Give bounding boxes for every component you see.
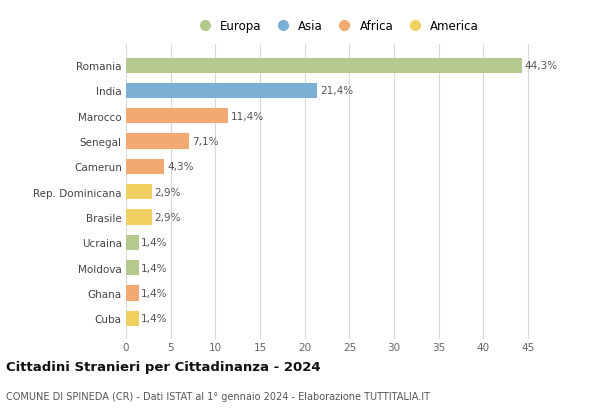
- Text: 1,4%: 1,4%: [141, 314, 167, 324]
- Text: COMUNE DI SPINEDA (CR) - Dati ISTAT al 1° gennaio 2024 - Elaborazione TUTTITALIA: COMUNE DI SPINEDA (CR) - Dati ISTAT al 1…: [6, 391, 430, 401]
- Bar: [126, 109, 228, 124]
- Text: 1,4%: 1,4%: [141, 263, 167, 273]
- Bar: [126, 210, 152, 225]
- Bar: [126, 83, 317, 99]
- Text: Cittadini Stranieri per Cittadinanza - 2024: Cittadini Stranieri per Cittadinanza - 2…: [6, 360, 320, 373]
- Text: 1,4%: 1,4%: [141, 288, 167, 298]
- Legend: Europa, Asia, Africa, America: Europa, Asia, Africa, America: [188, 16, 484, 38]
- Bar: [126, 184, 152, 200]
- Bar: [126, 160, 164, 175]
- Text: 2,9%: 2,9%: [155, 187, 181, 197]
- Bar: [126, 134, 190, 149]
- Bar: [126, 285, 139, 301]
- Text: 1,4%: 1,4%: [141, 238, 167, 248]
- Text: 21,4%: 21,4%: [320, 86, 353, 96]
- Bar: [126, 261, 139, 276]
- Bar: [126, 58, 522, 74]
- Bar: [126, 311, 139, 326]
- Text: 44,3%: 44,3%: [524, 61, 557, 71]
- Text: 2,9%: 2,9%: [155, 213, 181, 222]
- Text: 4,3%: 4,3%: [167, 162, 194, 172]
- Bar: [126, 235, 139, 250]
- Text: 7,1%: 7,1%: [192, 137, 218, 147]
- Text: 11,4%: 11,4%: [230, 112, 263, 121]
